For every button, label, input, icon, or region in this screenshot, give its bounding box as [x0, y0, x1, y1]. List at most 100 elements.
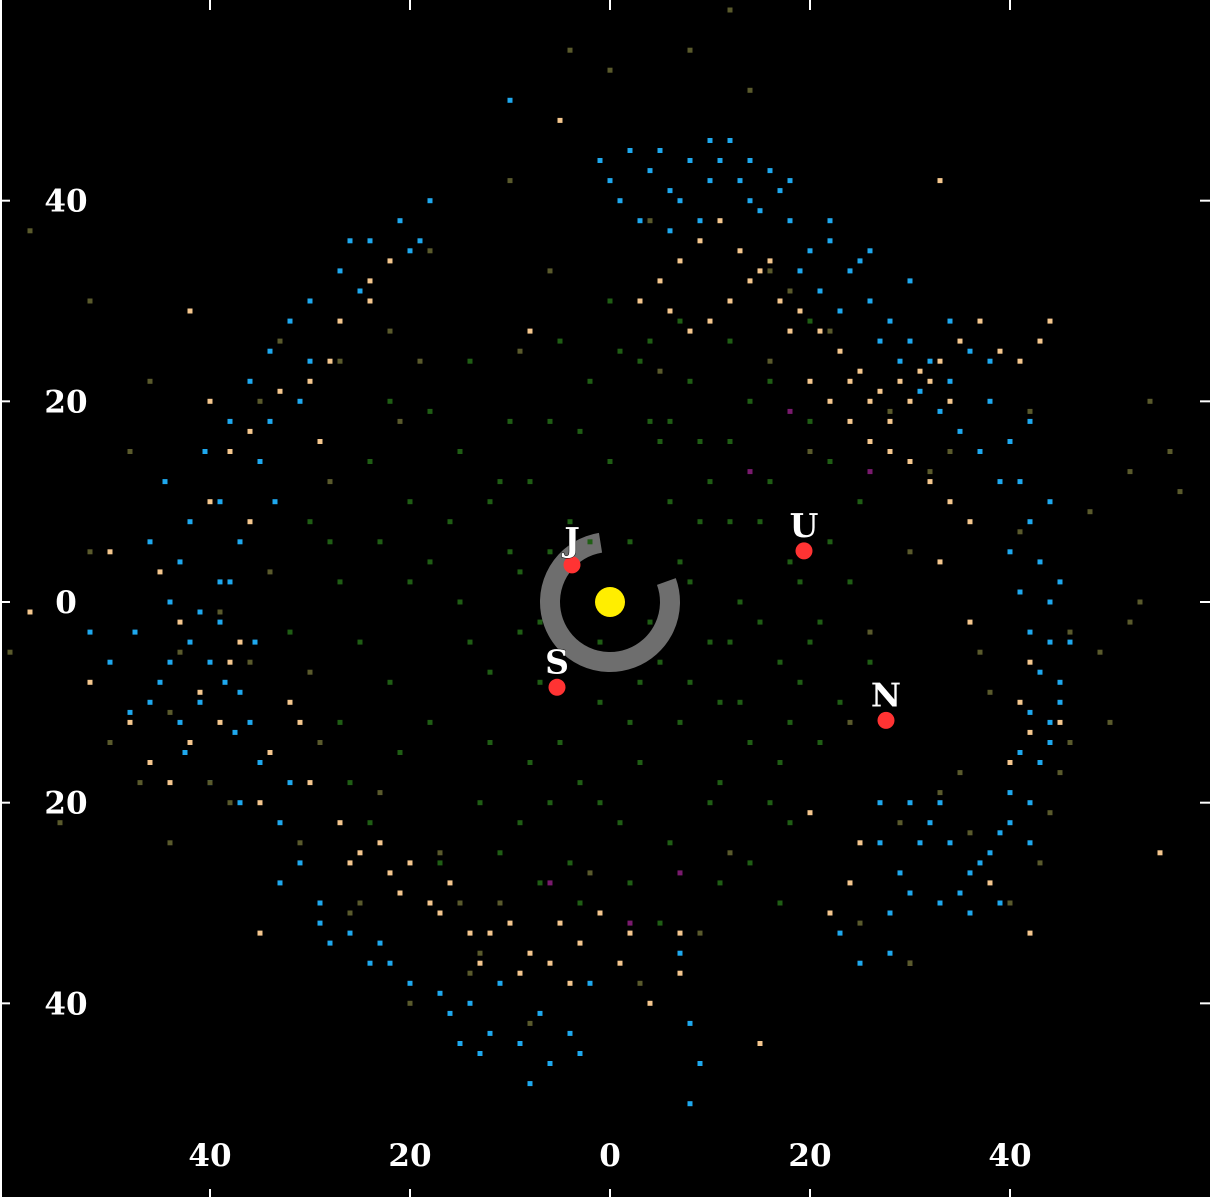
data-point — [727, 298, 733, 304]
data-point — [297, 860, 303, 866]
data-point — [697, 930, 703, 936]
data-point — [907, 800, 913, 806]
data-point — [1027, 930, 1033, 936]
data-point — [857, 499, 863, 505]
data-point — [577, 780, 583, 786]
data-point — [317, 920, 323, 926]
data-point — [907, 890, 913, 896]
data-point — [907, 398, 913, 404]
data-point — [547, 1061, 553, 1066]
data-point — [1017, 358, 1023, 364]
data-point — [237, 800, 243, 806]
data-point — [747, 469, 753, 475]
data-point — [807, 810, 813, 816]
y-tick-label: 40 — [44, 184, 87, 220]
data-point — [457, 449, 463, 454]
data-point — [287, 699, 293, 705]
data-point — [1107, 719, 1113, 725]
data-point — [517, 569, 523, 575]
data-point — [487, 499, 493, 505]
data-point — [657, 368, 663, 374]
data-point — [347, 238, 353, 244]
data-point — [777, 298, 783, 304]
data-point — [207, 659, 213, 665]
data-point — [1017, 699, 1023, 705]
data-point — [517, 629, 523, 635]
data-point — [817, 328, 823, 334]
data-point — [627, 920, 633, 926]
data-point — [957, 770, 963, 776]
data-point — [707, 479, 713, 485]
data-point — [947, 449, 953, 454]
data-point — [267, 750, 273, 755]
data-point — [587, 539, 593, 545]
x-tick-label: 40 — [988, 1138, 1031, 1174]
data-point — [807, 418, 813, 424]
data-point — [867, 298, 873, 304]
data-point — [162, 479, 168, 485]
data-point — [517, 820, 523, 826]
data-point — [347, 860, 353, 866]
data-point — [717, 218, 723, 224]
data-point — [337, 719, 343, 725]
data-point — [897, 358, 903, 364]
data-point — [1067, 629, 1073, 635]
data-point — [967, 619, 973, 625]
data-point — [867, 659, 873, 665]
planet-marker-u — [795, 542, 813, 560]
data-point — [737, 699, 743, 705]
data-point — [757, 519, 763, 525]
data-point — [747, 278, 753, 284]
data-point — [697, 218, 703, 224]
data-point — [407, 980, 413, 986]
data-point — [547, 549, 553, 555]
data-point — [847, 418, 853, 424]
data-point — [197, 689, 203, 695]
data-point — [1027, 659, 1033, 665]
data-point — [457, 900, 463, 906]
data-point — [272, 499, 278, 505]
data-point — [607, 459, 613, 464]
data-point — [807, 639, 813, 645]
data-point — [857, 840, 863, 846]
data-point — [877, 800, 883, 806]
data-point — [1037, 860, 1043, 866]
data-point — [407, 499, 413, 505]
data-point — [777, 760, 783, 765]
data-point — [837, 699, 843, 705]
data-point — [537, 679, 543, 685]
data-point — [187, 740, 193, 745]
data-point — [1047, 740, 1053, 745]
data-point — [537, 880, 543, 886]
data-point — [1057, 699, 1063, 705]
data-point — [357, 850, 363, 856]
data-point — [1017, 479, 1023, 485]
data-point — [987, 358, 993, 364]
data-point — [847, 719, 853, 725]
data-point — [1027, 418, 1033, 424]
data-point — [667, 418, 673, 424]
data-point — [837, 348, 843, 354]
asteroid-belt — [540, 532, 680, 673]
asteroid-belt-ring — [540, 532, 680, 673]
data-point — [887, 910, 893, 916]
data-point — [747, 87, 753, 93]
data-point — [537, 1010, 543, 1016]
data-point — [787, 408, 793, 414]
data-point — [907, 338, 913, 344]
data-point — [637, 358, 643, 364]
data-point — [687, 1020, 693, 1026]
data-point — [157, 569, 163, 575]
data-point — [937, 800, 943, 806]
data-point — [747, 398, 753, 404]
data-point — [427, 248, 433, 254]
data-point — [637, 760, 643, 765]
data-point — [257, 459, 263, 464]
data-point — [697, 519, 703, 525]
data-point — [657, 920, 663, 926]
data-point — [387, 679, 393, 685]
data-point — [787, 559, 793, 565]
data-point — [1047, 639, 1053, 645]
data-point — [387, 398, 393, 404]
data-point — [947, 318, 953, 324]
